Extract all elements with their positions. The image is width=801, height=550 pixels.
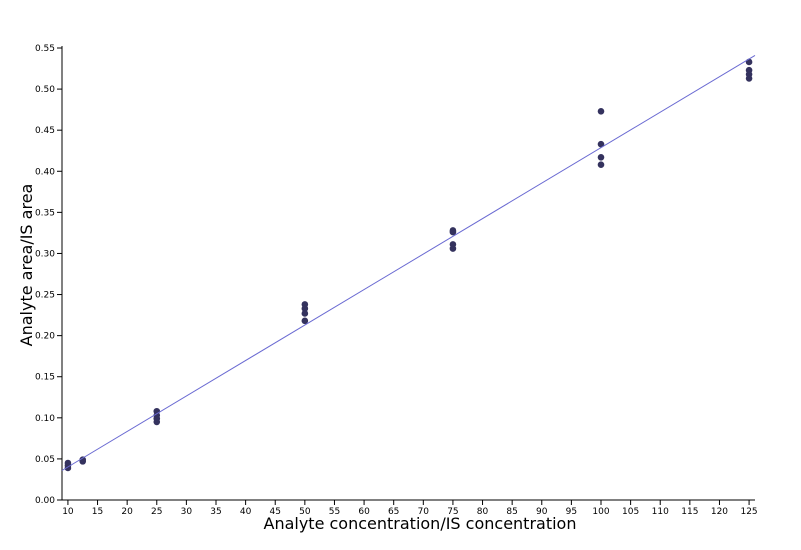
y-tick-label: 0.05 — [35, 455, 55, 465]
x-tick-label: 35 — [210, 507, 221, 517]
point — [153, 418, 161, 426]
x-tick-label: 20 — [121, 507, 133, 517]
y-tick-label: 0.30 — [35, 249, 55, 259]
x-tick-label: 45 — [270, 507, 281, 517]
x-tick-label: 100 — [592, 507, 609, 517]
x-tick-label: 85 — [506, 507, 517, 517]
point — [597, 161, 605, 168]
y-tick-label: 0.25 — [35, 291, 55, 301]
point — [449, 228, 457, 236]
x-tick-label: 80 — [477, 507, 489, 517]
point — [79, 458, 87, 465]
y-tick-label: 0.10 — [35, 414, 55, 424]
x-tick-label: 40 — [240, 507, 252, 517]
x-tick-label: 55 — [329, 507, 340, 517]
x-tick-label: 15 — [92, 507, 103, 517]
x-tick-label: 60 — [358, 507, 370, 517]
fit-line — [61, 54, 756, 471]
x-tick-label: 115 — [681, 507, 698, 517]
y-tick-label: 0.50 — [35, 85, 55, 95]
point — [301, 310, 309, 317]
point — [597, 107, 605, 115]
x-tick-label: 110 — [652, 507, 669, 517]
point — [301, 317, 309, 325]
x-tick-label: 125 — [740, 507, 757, 517]
point — [597, 154, 605, 161]
x-tick-label: 120 — [711, 507, 728, 517]
x-tick-label: 75 — [447, 507, 458, 517]
y-axis-label: Analyte area/IS area — [17, 184, 36, 347]
point — [745, 58, 753, 66]
y-tick-label: 0.35 — [35, 208, 55, 218]
x-axis-label: Analyte concentration/IS concentration — [264, 514, 577, 533]
y-tick-label: 0.40 — [35, 167, 55, 177]
point — [301, 305, 309, 312]
point — [745, 75, 753, 82]
y-tick-label: 0.45 — [35, 126, 55, 136]
x-tick-label: 95 — [566, 507, 577, 517]
point — [449, 245, 457, 252]
x-tick-label: 105 — [622, 507, 639, 517]
y-tick-label: 0.20 — [35, 332, 55, 342]
x-tick-label: 70 — [418, 507, 430, 517]
y-tick-label: 0.00 — [35, 496, 55, 506]
x-tick-label: 65 — [388, 507, 399, 517]
x-tick-label: 10 — [62, 507, 74, 517]
x-tick-label: 30 — [181, 507, 193, 517]
x-tick-label: 25 — [151, 507, 162, 517]
x-tick-label: 50 — [299, 507, 311, 517]
x-tick-label: 90 — [536, 507, 548, 517]
y-tick-label: 0.55 — [35, 44, 55, 54]
point — [597, 140, 605, 148]
y-tick-label: 0.15 — [35, 373, 55, 383]
